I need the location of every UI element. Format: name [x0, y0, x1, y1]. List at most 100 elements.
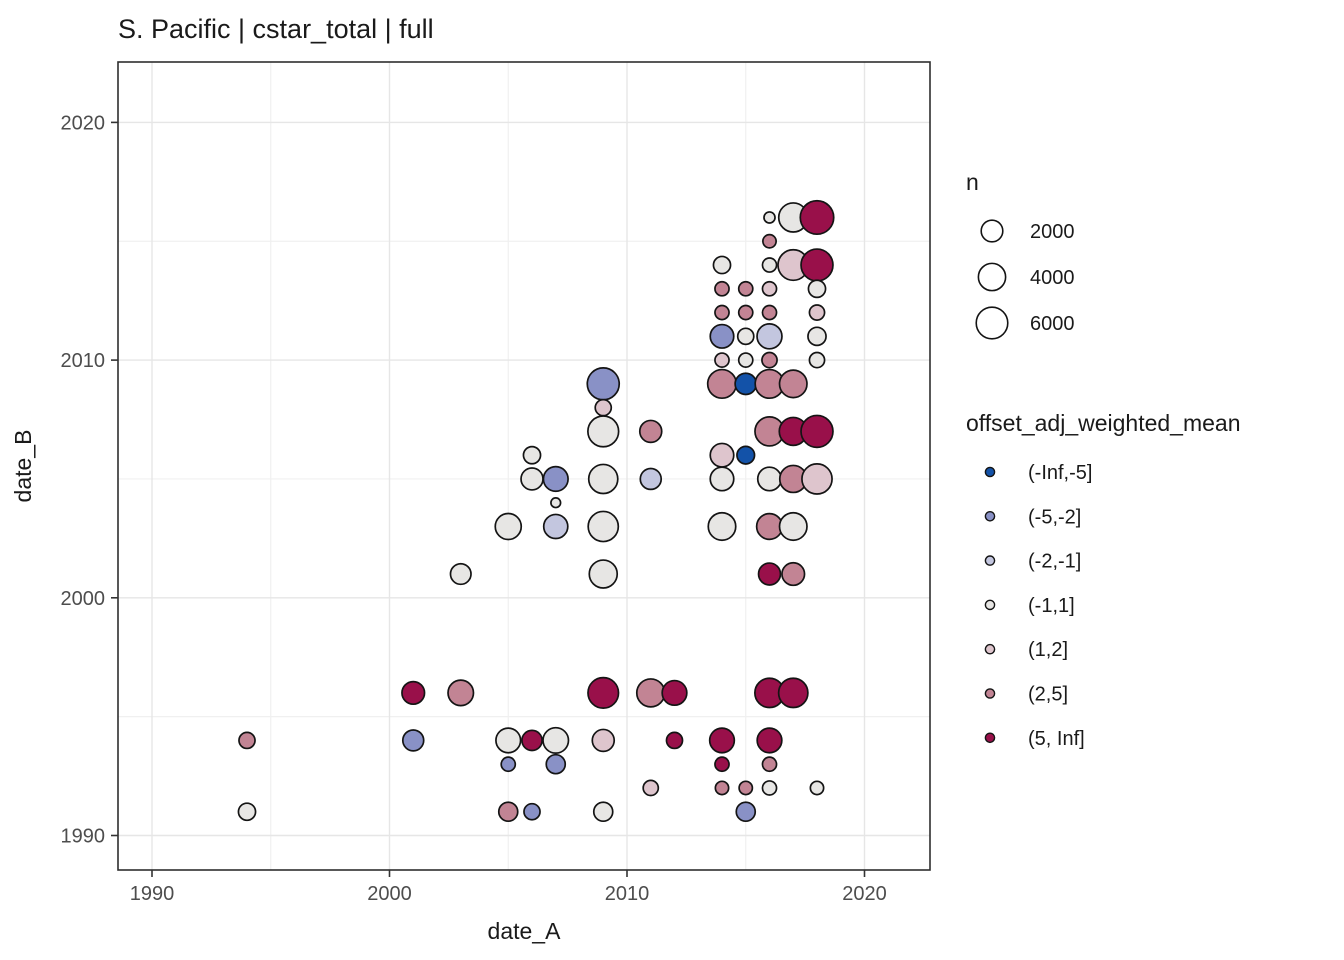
- data-point: [807, 326, 827, 347]
- data-point: [587, 463, 619, 495]
- data-point: [778, 369, 808, 399]
- data-point: [761, 351, 778, 369]
- data-point: [401, 729, 425, 752]
- data-point: [800, 248, 834, 282]
- size-legend-title: n: [966, 169, 979, 195]
- data-point: [447, 679, 475, 707]
- data-point: [800, 414, 834, 449]
- color-legend-label: (1,2]: [1028, 639, 1068, 661]
- axis-ticks: 1990 2000 2010 2020 1990 2000 2010 2020: [61, 112, 887, 905]
- data-point: [737, 352, 754, 368]
- y-axis-title: date_B: [10, 430, 36, 503]
- data-point: [777, 677, 809, 709]
- plot-panel-border: [117, 61, 931, 871]
- data-point: [523, 802, 541, 821]
- color-legend-label: (-1,1]: [1028, 595, 1075, 617]
- x-tick-label: 2020: [842, 883, 887, 905]
- data-point: [712, 255, 732, 275]
- size-legend-key: [975, 306, 1009, 340]
- data-point: [520, 467, 544, 491]
- data-point: [635, 678, 666, 708]
- color-legend-label: (-2,-1]: [1028, 551, 1081, 573]
- data-point: [756, 727, 783, 754]
- color-legend-swatch: [984, 599, 996, 611]
- data-point: [756, 466, 783, 492]
- data-point: [709, 466, 735, 492]
- data-point: [542, 513, 569, 540]
- data-point: [735, 801, 757, 823]
- data-point: [762, 233, 777, 249]
- data-point: [761, 304, 778, 321]
- data-point: [494, 512, 523, 541]
- data-point: [642, 779, 660, 797]
- data-point: [736, 445, 756, 465]
- data-point: [737, 280, 754, 297]
- x-tick-label: 2010: [605, 883, 650, 905]
- data-point: [761, 280, 778, 297]
- data-point: [495, 727, 522, 754]
- data-point: [808, 304, 826, 321]
- color-legend-title: offset_adj_weighted_mean: [966, 410, 1241, 436]
- x-tick-label: 1990: [130, 883, 175, 905]
- color-legend-swatch: [984, 732, 996, 744]
- data-point: [588, 559, 619, 589]
- color-legend-swatch: [984, 510, 996, 522]
- data-point: [756, 323, 783, 350]
- y-tick-label: 1990: [61, 826, 106, 848]
- size-legend-key: [977, 262, 1007, 292]
- data-point: [706, 368, 738, 400]
- data-point: [736, 327, 755, 346]
- data-point: [591, 728, 616, 753]
- data-point: [809, 780, 825, 796]
- legend-keys: 2000 4000 6000 (-Inf,-5] (-5,-2] (-2,-1] (-1,1…: [975, 219, 1092, 750]
- color-legend-label: (5, Inf]: [1028, 728, 1085, 750]
- data-point: [639, 467, 663, 491]
- data-point: [755, 512, 784, 541]
- y-tick-label: 2010: [61, 350, 106, 372]
- data-point: [661, 679, 688, 707]
- color-legend-label: (-Inf,-5]: [1028, 462, 1092, 484]
- data-point: [500, 756, 517, 773]
- data-point: [763, 211, 776, 224]
- x-tick-label: 2000: [367, 883, 412, 905]
- data-point: [709, 442, 735, 468]
- y-tick-label: 2000: [61, 588, 106, 610]
- data-point: [587, 510, 620, 543]
- data-point: [587, 676, 620, 710]
- data-point: [586, 367, 621, 401]
- data-point: [638, 419, 663, 444]
- data-point: [778, 511, 808, 542]
- data-point: [708, 727, 736, 754]
- data-point: [449, 562, 472, 586]
- size-legend-label: 2000: [1030, 221, 1075, 243]
- size-legend-label: 6000: [1030, 313, 1075, 335]
- data-point: [587, 415, 620, 448]
- data-point: [665, 731, 684, 750]
- data-point: [497, 801, 519, 823]
- data-point: [592, 801, 614, 823]
- data-point: [714, 280, 730, 297]
- data-point: [714, 780, 730, 796]
- data-point: [737, 304, 754, 321]
- color-legend-swatch: [984, 643, 996, 655]
- data-point: [801, 463, 833, 495]
- size-legend-label: 4000: [1030, 267, 1075, 289]
- data-point: [734, 372, 758, 396]
- data-point: [522, 445, 542, 465]
- data-point: [714, 352, 730, 368]
- data-point: [545, 753, 567, 775]
- data-point: [714, 304, 730, 321]
- data-point: [781, 561, 806, 587]
- data-point: [761, 780, 778, 796]
- data-point: [709, 323, 735, 349]
- data-point: [401, 680, 426, 706]
- data-point: [807, 279, 827, 299]
- data-point: [542, 465, 569, 493]
- data-point: [542, 726, 570, 755]
- data-point: [738, 780, 754, 796]
- data-point: [761, 756, 778, 773]
- y-tick-label: 2020: [61, 112, 106, 134]
- data-point: [237, 802, 257, 822]
